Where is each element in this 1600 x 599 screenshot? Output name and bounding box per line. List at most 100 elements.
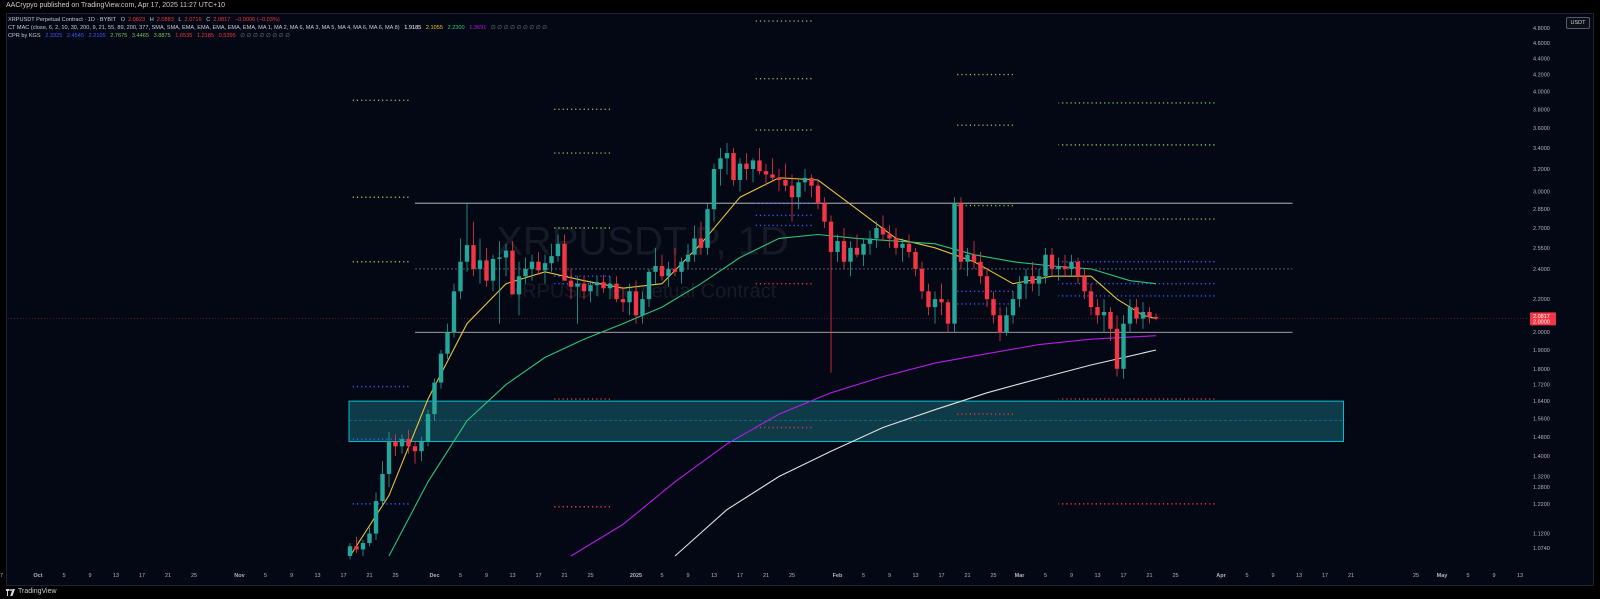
candle-body — [796, 182, 801, 198]
candle-body — [1082, 276, 1087, 292]
y-tick-label: 1.8000 — [1533, 367, 1550, 373]
candle-body — [406, 439, 411, 447]
candle-body — [458, 261, 463, 292]
legend-low: 2.0716 — [184, 17, 202, 23]
legend-l-label: L — [178, 17, 182, 23]
candle-body — [1153, 316, 1159, 319]
candle-body — [1140, 311, 1146, 319]
x-tick-label: 21 — [964, 573, 970, 579]
y-tick-label: 1.2200 — [1533, 502, 1550, 508]
candle-body — [1023, 276, 1029, 284]
candle-body — [802, 177, 808, 183]
legend-symbol: XRPUSDT Perpetual Contract · 1D · BYBIT — [8, 17, 117, 23]
candle-body — [1121, 323, 1126, 369]
candle-body — [815, 185, 821, 204]
y-tick-label: 2.0000 — [1533, 330, 1550, 336]
x-tick-label: 13 — [1094, 573, 1100, 579]
x-tick-label: 13 — [912, 573, 918, 579]
candle-body — [763, 171, 769, 175]
candle-body — [367, 533, 372, 544]
candle-body — [932, 299, 938, 308]
candle-body — [646, 271, 652, 300]
chart-panel[interactable] — [6, 13, 1594, 586]
x-tick-label: 25 — [789, 573, 795, 579]
candle-body — [939, 299, 944, 303]
x-tick-label: 17 — [1322, 573, 1328, 579]
y-tick-label: 3.8000 — [1533, 107, 1550, 113]
candle-body — [952, 203, 957, 324]
legend-mac-value: 2.2300 — [447, 25, 465, 31]
candle-body — [516, 276, 522, 295]
y-tick-label: 3.2000 — [1533, 167, 1550, 173]
candle-body — [419, 441, 424, 452]
y-tick-label: 1.3200 — [1533, 475, 1550, 481]
candle-body — [1043, 254, 1048, 277]
candle-body — [770, 174, 775, 178]
x-tick-label: 21 — [366, 573, 372, 579]
candle-body — [581, 283, 587, 292]
y-tick-label: 2.7000 — [1533, 226, 1550, 232]
candle-body — [991, 299, 996, 316]
y-tick-label: 2.2000 — [1533, 297, 1550, 303]
candle-body — [1030, 276, 1035, 284]
legend-cpr-value: 3.8875 — [153, 33, 171, 39]
x-tick-label: 13 — [113, 573, 119, 579]
candle-body — [887, 234, 892, 239]
x-tick-label: 9 — [290, 573, 293, 579]
legend-mac-hidden: ∅ ∅ ∅ ∅ ∅ ∅ ∅ ∅ ∅ — [490, 25, 548, 31]
legend-cpr-value: 2.3325 — [45, 33, 63, 39]
y-tick-label: 4.0000 — [1533, 89, 1550, 95]
x-tick-label: 21 — [561, 573, 567, 579]
candle-body — [347, 546, 353, 556]
candle-body — [1069, 261, 1074, 269]
candle-body — [477, 260, 483, 269]
candle-body — [588, 285, 593, 292]
candle-body — [757, 160, 762, 172]
candle-body — [900, 243, 905, 248]
legend-mac-name: CT MAC (close, 6, 2, 10, 30, 200, 9, 21,… — [8, 25, 400, 31]
watermark-symbol: XRPUSDT.P, 1D — [496, 220, 789, 264]
candle-body — [360, 543, 366, 550]
candle-body — [685, 254, 691, 262]
candle-body — [692, 238, 697, 255]
x-tick-label: 13 — [509, 573, 515, 579]
y-tick-label: 1.9000 — [1533, 348, 1550, 354]
candle-body — [776, 177, 782, 181]
y-tick-label: 4.8000 — [1533, 26, 1550, 32]
x-tick-label: 9 — [88, 573, 91, 579]
legend-high: 2.0883 — [156, 17, 174, 23]
last-price-sub: 2.0000 — [1533, 319, 1550, 325]
candle-body — [380, 473, 385, 502]
legend-open: 2.0823 — [128, 17, 146, 23]
x-tick-label: 25 — [392, 573, 398, 579]
candle-body — [971, 254, 977, 262]
legend-cpr-value: 1.6535 — [175, 33, 193, 39]
candle-body — [867, 238, 873, 244]
legend-cpr-value: 3.4465 — [131, 33, 149, 39]
candle-body — [822, 203, 827, 222]
candle-body — [835, 241, 840, 252]
candle-body — [1108, 311, 1113, 329]
candle-body — [874, 227, 879, 239]
x-tick-label: 5 — [1466, 573, 1469, 579]
candle-body — [744, 163, 749, 169]
x-tick-label: 25 — [1172, 573, 1178, 579]
candle-body — [698, 238, 704, 248]
candle-body — [1017, 283, 1022, 300]
y-tick-label: 1.7200 — [1533, 383, 1550, 389]
candle-body — [913, 251, 918, 269]
candle-body — [425, 414, 431, 442]
currency-button[interactable]: USDT — [1566, 17, 1590, 29]
x-tick-label: 5 — [660, 573, 663, 579]
legend-symbol-line: XRPUSDT Perpetual Contract · 1D · BYBIT … — [8, 17, 283, 23]
x-tick-label: 25 — [587, 573, 593, 579]
legend-cpr-value: 1.2185 — [196, 33, 215, 39]
candle-body — [861, 243, 866, 255]
y-tick-label: 4.6000 — [1533, 41, 1550, 47]
y-tick-label: 2.4000 — [1533, 267, 1550, 273]
y-tick-label: 4.4000 — [1533, 56, 1550, 62]
candle-body — [783, 180, 788, 186]
x-tick-label: 13 — [314, 573, 320, 579]
x-tick-label: Apr — [1216, 573, 1226, 579]
